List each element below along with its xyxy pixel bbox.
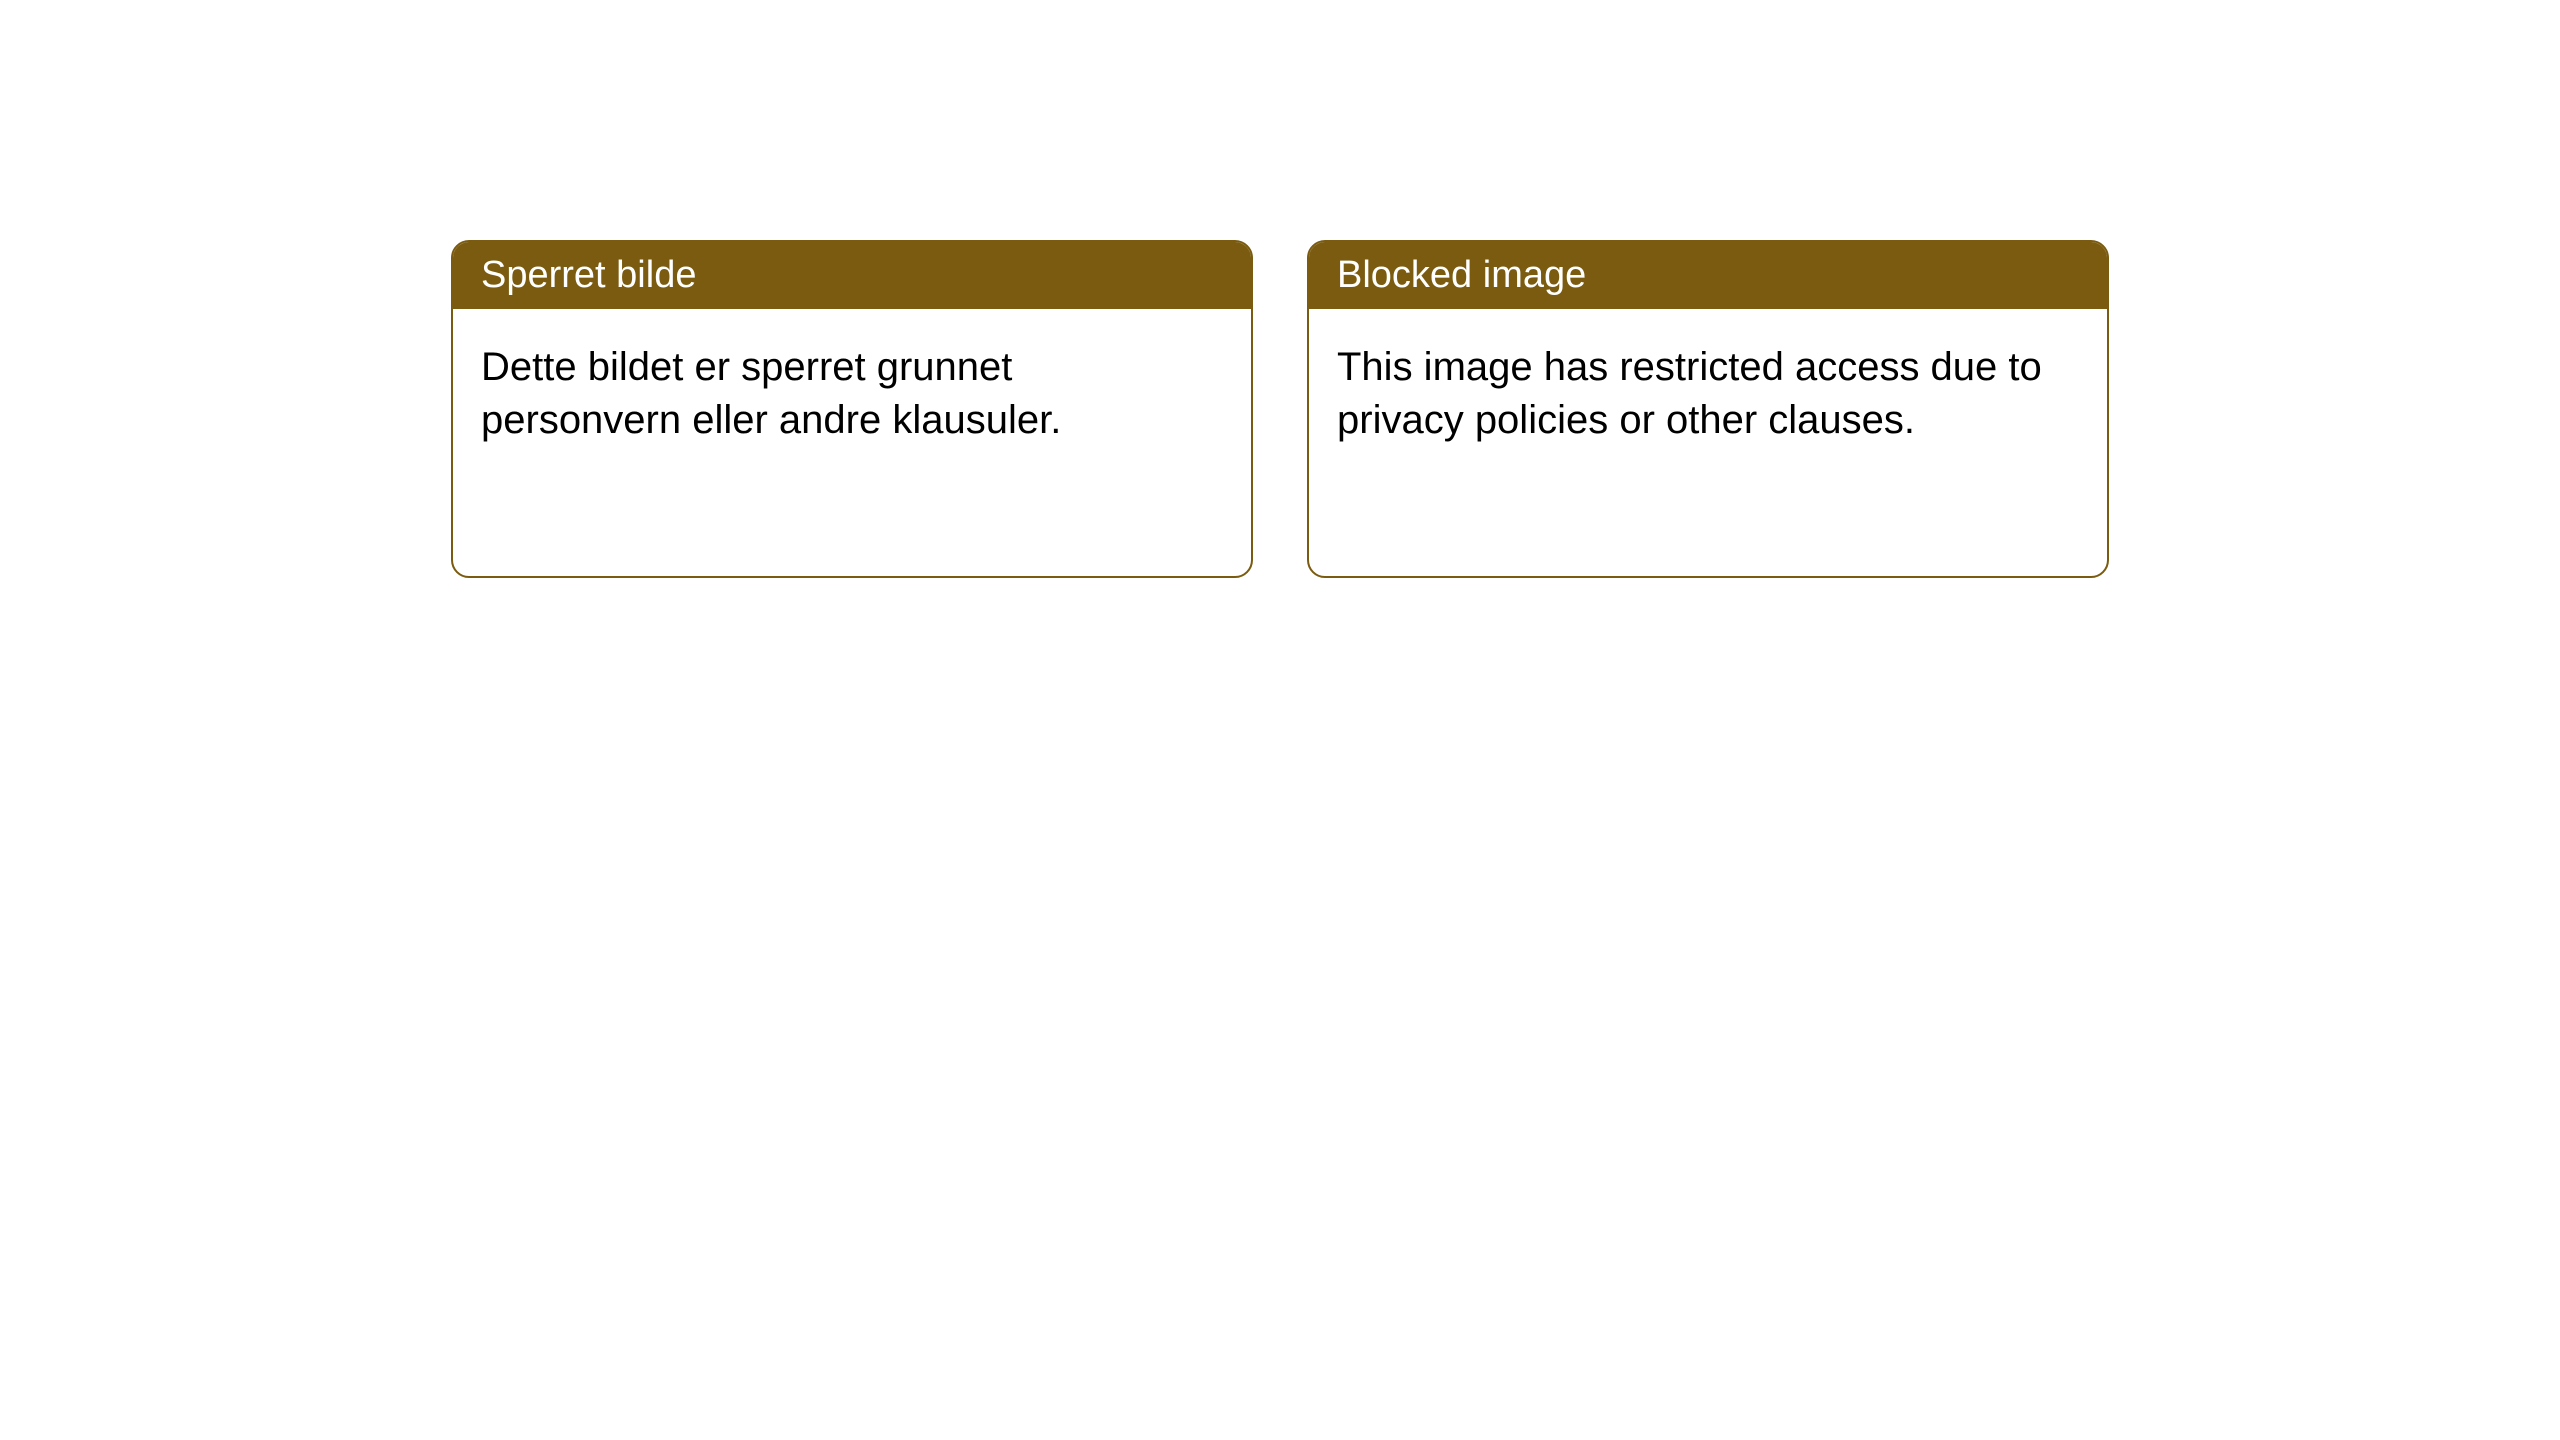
notice-container: Sperret bilde Dette bildet er sperret gr… [451, 240, 2109, 578]
notice-body: This image has restricted access due to … [1309, 309, 2107, 479]
notice-title: Sperret bilde [453, 242, 1251, 309]
notice-card-en: Blocked image This image has restricted … [1307, 240, 2109, 578]
notice-card-no: Sperret bilde Dette bildet er sperret gr… [451, 240, 1253, 578]
notice-title: Blocked image [1309, 242, 2107, 309]
notice-body: Dette bildet er sperret grunnet personve… [453, 309, 1251, 479]
